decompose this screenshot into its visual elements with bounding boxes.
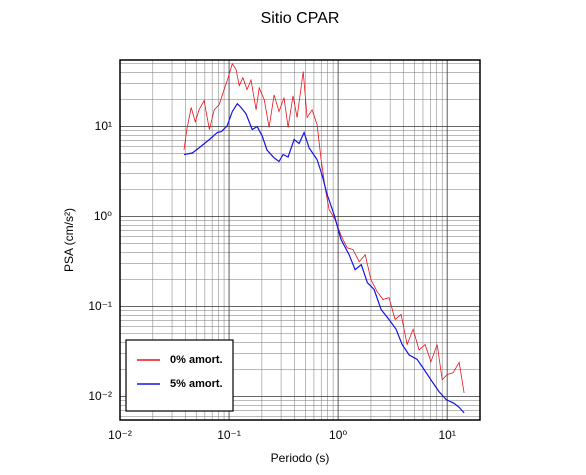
y-axis-label: PSA (cm/s²) [62,208,76,272]
y-tick-label: 10⁻² [88,389,112,403]
legend-label: 5% amort. [170,378,223,390]
data-line [183,62,465,393]
x-axis-label: Periodo (s) [271,451,330,465]
x-tick-label: 10⁻¹ [217,428,241,442]
x-tick-label: 10¹ [438,428,455,442]
x-tick-label: 10⁰ [329,428,347,442]
plot-frame [119,59,481,421]
y-tick-label: 10⁰ [94,209,112,223]
y-tick-label: 10⁻¹ [88,299,112,313]
chart-title: Sitio CPAR [261,10,340,27]
legend-box [125,339,234,412]
legend-label: 0% amort. [170,354,223,366]
data-line [183,102,465,414]
y-tick-label: 10¹ [95,119,112,133]
x-tick-label: 10⁻² [108,428,132,442]
